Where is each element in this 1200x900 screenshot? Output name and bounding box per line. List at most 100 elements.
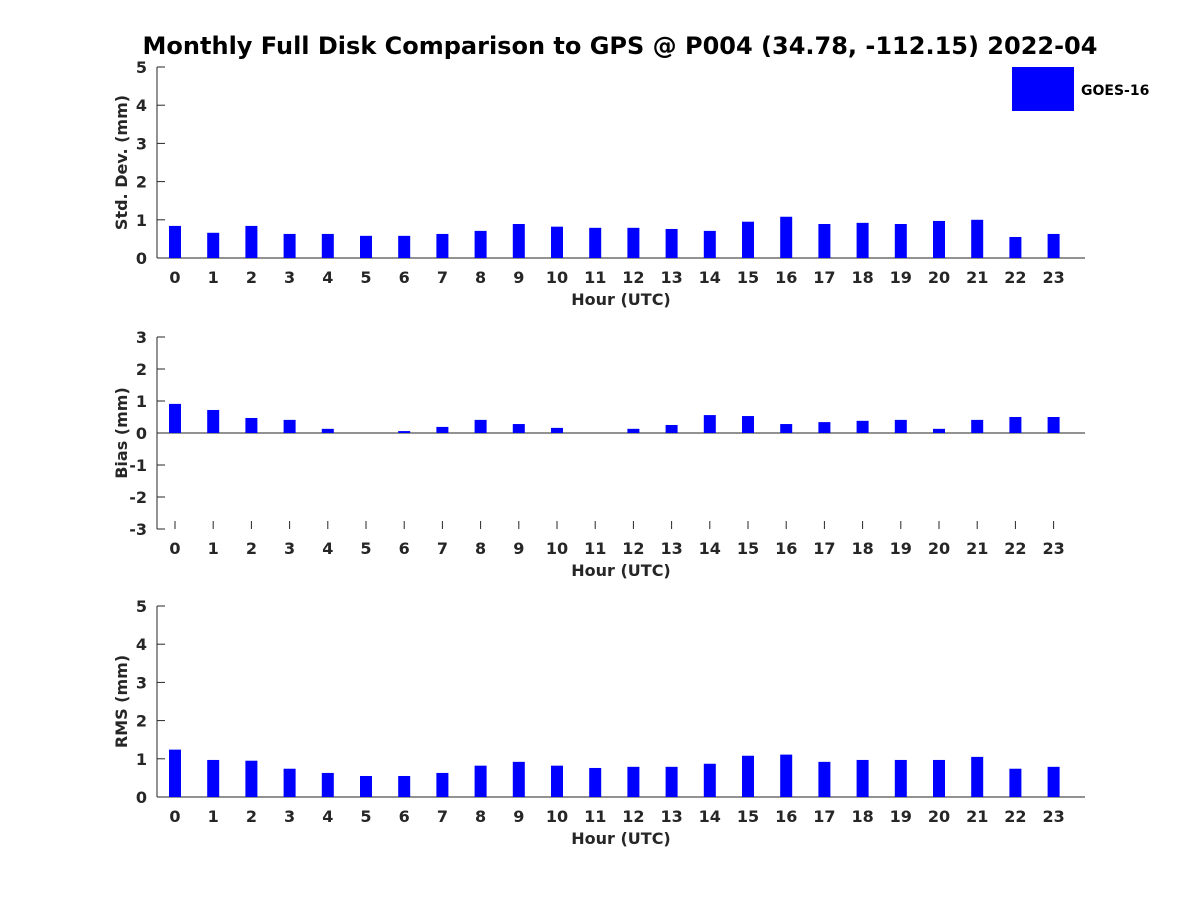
y-tick-label: -3 — [129, 520, 147, 539]
x-tick-label: 3 — [284, 539, 295, 558]
x-tick-label: 5 — [360, 807, 371, 826]
bar — [703, 415, 716, 433]
y-tick-label: 2 — [136, 360, 147, 379]
bar — [474, 765, 487, 797]
x-tick-label: 12 — [622, 807, 644, 826]
x-tick-label: 8 — [475, 807, 486, 826]
bar — [398, 235, 411, 258]
x-tick-label: 23 — [1042, 807, 1064, 826]
bar — [971, 219, 984, 258]
bar — [856, 420, 869, 433]
bar — [551, 765, 563, 797]
bar — [1047, 766, 1060, 797]
x-tick-label: 1 — [208, 268, 219, 287]
bar — [780, 754, 793, 797]
x-tick-label: 14 — [699, 807, 721, 826]
bar — [742, 755, 754, 797]
x-tick-label: 7 — [437, 539, 448, 558]
bar — [703, 230, 716, 258]
y-axis-label: Bias (mm) — [112, 387, 131, 479]
bar — [512, 761, 525, 797]
y-tick-label: 1 — [136, 211, 147, 230]
x-tick-label: 1 — [208, 807, 219, 826]
bar — [360, 775, 372, 797]
y-tick-label: 5 — [136, 58, 147, 77]
bar — [512, 424, 525, 433]
y-axis-label: Std. Dev. (mm) — [112, 95, 131, 230]
x-tick-label: 21 — [966, 268, 988, 287]
bar — [971, 419, 984, 433]
bar — [780, 216, 793, 258]
x-tick-label: 23 — [1042, 268, 1064, 287]
bar — [436, 772, 449, 797]
bar — [169, 403, 181, 433]
x-tick-label: 11 — [584, 539, 606, 558]
bar — [1009, 417, 1022, 433]
x-tick-label: 18 — [851, 268, 873, 287]
y-tick-label: -2 — [129, 488, 147, 507]
y-tick-label: 3 — [136, 328, 147, 347]
x-tick-label: 10 — [546, 539, 568, 558]
x-tick-label: 17 — [813, 807, 835, 826]
x-tick-label: 18 — [851, 807, 873, 826]
bar — [321, 428, 334, 433]
bar — [283, 233, 296, 258]
y-tick-label: 0 — [136, 788, 147, 807]
x-tick-label: 16 — [775, 807, 797, 826]
bar — [703, 763, 716, 797]
x-tick-label: 12 — [622, 268, 644, 287]
x-tick-label: 11 — [584, 807, 606, 826]
x-tick-label: 20 — [928, 539, 950, 558]
x-tick-label: 14 — [699, 539, 721, 558]
x-tick-label: 0 — [169, 268, 180, 287]
bar — [321, 233, 334, 258]
x-tick-label: 12 — [622, 539, 644, 558]
x-tick-label: 4 — [322, 268, 333, 287]
y-tick-label: -1 — [129, 456, 147, 475]
bar — [169, 225, 181, 258]
x-tick-label: 9 — [513, 268, 524, 287]
y-tick-label: 1 — [136, 392, 147, 411]
bar — [360, 235, 372, 258]
bar — [436, 233, 449, 258]
x-tick-label: 15 — [737, 539, 759, 558]
x-tick-label: 1 — [208, 539, 219, 558]
x-tick-label: 3 — [284, 268, 295, 287]
y-tick-label: 1 — [136, 750, 147, 769]
bar — [1009, 768, 1022, 797]
bar — [894, 759, 907, 797]
x-tick-label: 14 — [699, 268, 721, 287]
bar — [933, 428, 945, 433]
bar — [856, 222, 869, 258]
legend: GOES-16 — [1012, 67, 1149, 111]
bar — [589, 767, 602, 797]
x-tick-label: 11 — [584, 268, 606, 287]
bar — [551, 226, 563, 258]
bar — [512, 224, 525, 258]
x-tick-label: 16 — [775, 268, 797, 287]
x-tick-label: 8 — [475, 539, 486, 558]
bar — [627, 428, 640, 433]
x-tick-label: 5 — [360, 268, 371, 287]
chart-title: Monthly Full Disk Comparison to GPS @ P0… — [143, 32, 1098, 60]
x-tick-label: 17 — [813, 268, 835, 287]
x-tick-label: 17 — [813, 539, 835, 558]
bar — [856, 759, 869, 797]
x-tick-label: 21 — [966, 539, 988, 558]
x-tick-label: 0 — [169, 807, 180, 826]
bar — [283, 768, 296, 797]
bar — [665, 766, 678, 797]
bar — [894, 224, 907, 258]
bar — [398, 431, 411, 433]
x-tick-label: 10 — [546, 807, 568, 826]
bar — [474, 419, 487, 433]
bar — [245, 760, 258, 797]
x-axis-label: Hour (UTC) — [571, 290, 671, 309]
bar — [742, 221, 754, 258]
x-tick-label: 22 — [1004, 807, 1026, 826]
y-tick-label: 5 — [136, 597, 147, 616]
x-tick-label: 8 — [475, 268, 486, 287]
